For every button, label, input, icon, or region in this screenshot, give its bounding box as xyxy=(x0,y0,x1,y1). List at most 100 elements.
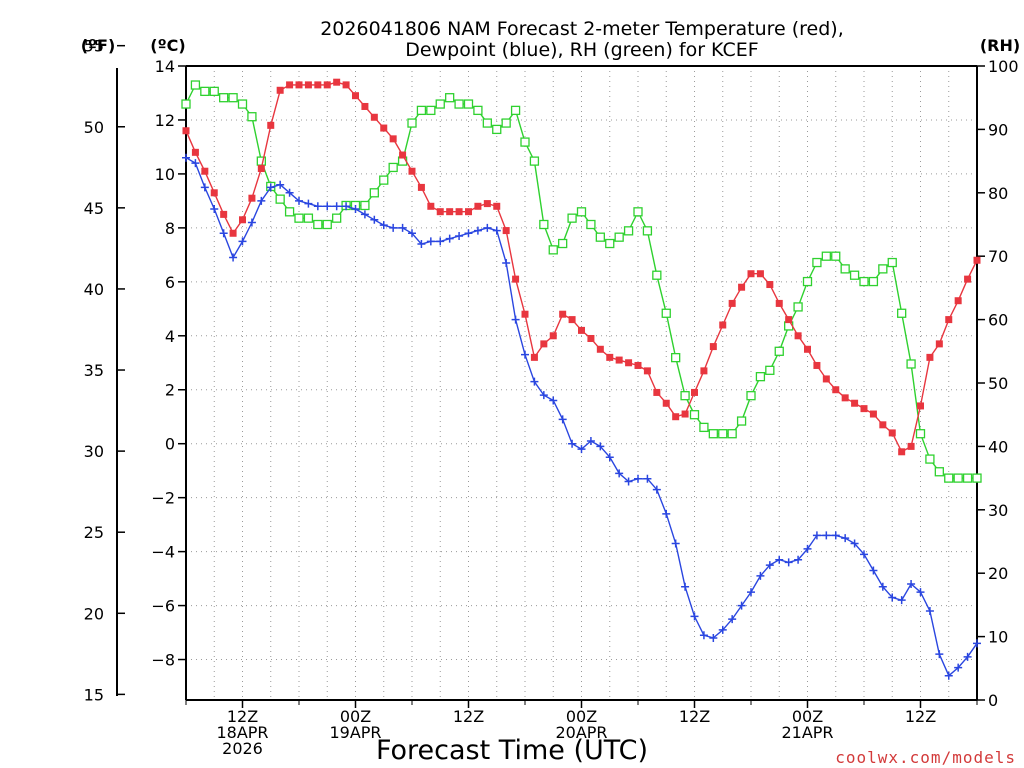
rh-point xyxy=(887,257,897,268)
temperature-point xyxy=(860,405,868,413)
temperature-point xyxy=(879,421,887,429)
rh-point xyxy=(614,232,624,242)
temperature-point xyxy=(973,256,981,264)
temperature-point xyxy=(766,281,774,289)
celsius-tick-label: 12 xyxy=(155,111,175,130)
rh-point xyxy=(407,118,417,128)
rh-point xyxy=(586,219,596,230)
temperature-point xyxy=(794,332,802,340)
temperature-point xyxy=(521,310,529,318)
rh-point xyxy=(812,257,822,268)
celsius-tick-label: 0 xyxy=(165,435,175,454)
celsius-unit-label: (ºC) xyxy=(150,36,185,55)
rh-tick-label: 40 xyxy=(988,437,1008,456)
dewpoint-point xyxy=(210,204,219,213)
dewpoint-point xyxy=(568,439,577,448)
rh-point xyxy=(200,86,210,97)
dewpoint-point xyxy=(709,633,718,642)
rh-point xyxy=(595,232,605,242)
rh-point xyxy=(661,308,671,318)
rh-tick-label: 60 xyxy=(988,311,1008,330)
temperature-point xyxy=(578,326,585,334)
rh-point xyxy=(181,99,191,109)
dewpoint-point xyxy=(219,229,228,238)
temperature-point xyxy=(587,334,595,342)
temperature-point xyxy=(220,210,228,218)
chart-title-line2: Dewpoint (blue), RH (green) for KCEF xyxy=(405,39,758,61)
x-tick-label: 00Z xyxy=(340,707,371,726)
x-tick-label: 19APR xyxy=(329,723,381,742)
dewpoint-point xyxy=(577,445,586,454)
temperature-point xyxy=(926,353,934,361)
rh-point xyxy=(605,238,615,249)
dewpoint-point xyxy=(342,202,351,211)
fahrenheit-tick-label: 45 xyxy=(84,199,104,218)
x-tick-label: 21APR xyxy=(781,723,833,742)
temperature-point xyxy=(813,361,821,369)
rh-point xyxy=(379,175,389,185)
rh-point xyxy=(332,213,342,223)
rh-point xyxy=(633,207,643,217)
fahrenheit-tick-label: 25 xyxy=(84,523,104,542)
rh-point xyxy=(501,118,511,128)
temperature-point xyxy=(851,399,859,407)
x-tick-label: 00Z xyxy=(566,707,597,726)
x-tick-label: 12Z xyxy=(679,707,710,726)
fahrenheit-tick-label: 35 xyxy=(84,361,104,380)
rh-point xyxy=(718,429,728,439)
dewpoint-point xyxy=(803,544,812,553)
celsius-tick-label: −8 xyxy=(151,651,175,670)
dewpoint-point xyxy=(925,606,934,615)
temperature-point xyxy=(606,353,614,361)
temperature-point xyxy=(672,413,680,421)
dewpoint-point xyxy=(539,391,548,400)
temperature-point xyxy=(804,345,811,353)
dewpoint-point xyxy=(408,229,416,238)
temperature-point xyxy=(945,316,953,324)
dewpoint-point xyxy=(549,396,558,405)
dewpoint-point xyxy=(888,593,897,602)
temperature-point xyxy=(625,359,633,367)
rh-tick-label: 70 xyxy=(988,247,1008,266)
dewpoint-point xyxy=(897,596,906,605)
rh-point xyxy=(454,99,464,109)
dewpoint-point xyxy=(285,188,294,197)
fahrenheit-tick-label: 40 xyxy=(84,280,104,299)
fahrenheit-tick-label: 20 xyxy=(84,604,104,623)
rh-point xyxy=(294,213,304,223)
dewpoint-point xyxy=(483,223,492,232)
rh-point xyxy=(237,99,248,109)
dewpoint-point xyxy=(445,234,454,243)
dewpoint-point xyxy=(473,226,482,235)
temperature-point xyxy=(201,167,209,175)
fahrenheit-tick-label: 15 xyxy=(84,685,104,704)
x-tick-label: 20APR xyxy=(555,723,607,742)
dewpoint-point xyxy=(455,231,464,240)
rh-point xyxy=(755,372,766,382)
rh-point xyxy=(313,219,323,230)
temperature-point xyxy=(427,202,435,210)
dewpoint-point xyxy=(596,442,605,451)
temperature-point xyxy=(304,81,312,89)
temperature-series xyxy=(182,78,981,456)
temperature-point xyxy=(964,275,972,283)
temperature-point xyxy=(436,208,444,216)
dewpoint-point xyxy=(323,202,332,211)
dewpoint-point xyxy=(812,531,821,540)
rh-point xyxy=(680,391,690,401)
dewpoint-point xyxy=(690,612,699,621)
dewpoint-point xyxy=(351,204,360,213)
dewpoint-point xyxy=(652,485,661,494)
rh-point xyxy=(548,245,558,255)
dewpoint-point xyxy=(662,509,671,518)
rh-point xyxy=(219,93,229,103)
temperature-point xyxy=(954,297,962,305)
dewpoint-point xyxy=(615,469,624,478)
temperature-point xyxy=(785,316,793,324)
temperature-point xyxy=(540,340,548,348)
rh-tick-label: 20 xyxy=(988,564,1008,583)
fahrenheit-tick-label: 55 xyxy=(84,37,104,56)
rh-point xyxy=(699,422,709,433)
dewpoint-point xyxy=(944,671,953,680)
dewpoint-point xyxy=(313,202,322,211)
